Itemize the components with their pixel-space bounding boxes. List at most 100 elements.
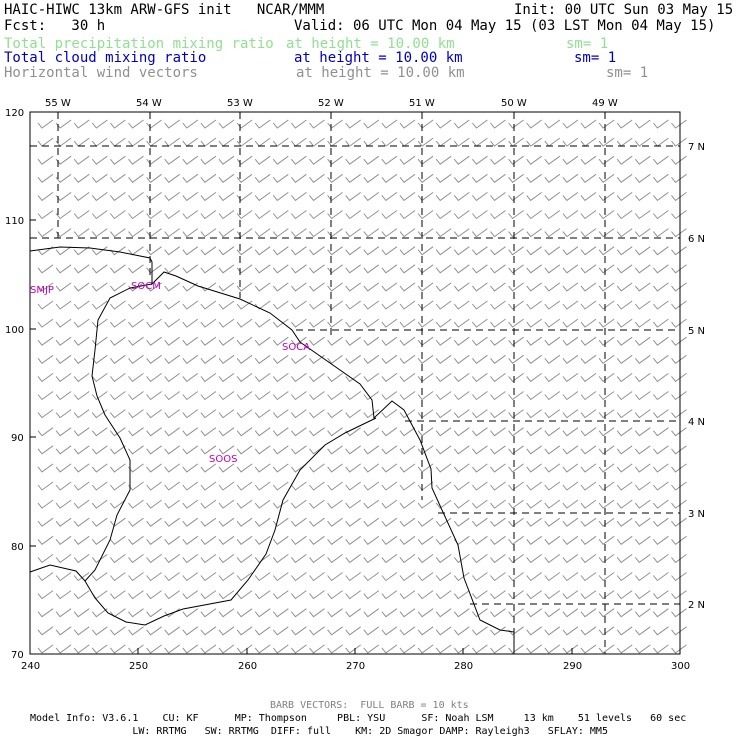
wind-barb xyxy=(254,463,271,473)
wind-barb xyxy=(182,155,199,165)
wind-barb xyxy=(291,228,307,238)
wind-barb xyxy=(634,264,651,274)
wind-barb xyxy=(73,246,90,256)
wind-barb xyxy=(110,228,126,238)
wind-barb xyxy=(128,463,144,473)
wind-barb xyxy=(236,318,253,328)
lat-label-2n: 2 N xyxy=(688,600,705,611)
wind-barb xyxy=(508,246,524,256)
wind-barb xyxy=(345,119,361,129)
wind-barb xyxy=(653,391,669,401)
wind-barb xyxy=(526,173,542,183)
wind-barb xyxy=(381,463,398,473)
wind-barb xyxy=(435,318,452,328)
wind-barb xyxy=(453,481,470,491)
wind-barb xyxy=(182,409,199,419)
wind-barb xyxy=(653,191,669,202)
wind-barb xyxy=(580,228,597,238)
wind-barb xyxy=(200,463,217,473)
wind-barb xyxy=(164,119,180,129)
wind-barb xyxy=(309,481,325,491)
wind-barb xyxy=(236,644,253,654)
wind-barb xyxy=(182,282,199,292)
wind-barb xyxy=(236,391,253,401)
wind-barb xyxy=(580,626,597,636)
wind-barb xyxy=(200,137,217,147)
wind-barb xyxy=(653,300,669,310)
wind-barb xyxy=(218,354,235,364)
wind-barb xyxy=(417,463,434,473)
wind-barb xyxy=(363,155,380,165)
wind-barb xyxy=(182,137,199,147)
wind-barb xyxy=(218,626,235,636)
wind-barb xyxy=(616,372,633,383)
wind-barb xyxy=(146,572,162,582)
wind-barb xyxy=(598,119,615,129)
wind-barb xyxy=(164,535,180,545)
wind-barb xyxy=(490,372,506,383)
wind-barb xyxy=(182,517,199,527)
wind-barb xyxy=(544,318,561,328)
wind-barb xyxy=(327,626,343,636)
wind-barb xyxy=(634,553,651,564)
wind-barb xyxy=(598,336,615,346)
wind-barb xyxy=(236,535,253,545)
wind-barb xyxy=(272,626,289,636)
wind-barb xyxy=(580,246,597,256)
wind-barb xyxy=(616,445,633,455)
wind-barb xyxy=(671,282,687,292)
wind-barb xyxy=(598,372,615,383)
wind-barb xyxy=(110,119,126,129)
wind-barb xyxy=(309,173,325,183)
wind-barb xyxy=(399,228,416,238)
wind-barb xyxy=(73,553,90,564)
wind-barb xyxy=(671,155,687,165)
wind-barb xyxy=(110,644,126,654)
wind-barb xyxy=(236,427,253,437)
wind-barb xyxy=(417,282,434,292)
wind-barb xyxy=(37,191,54,202)
wind-barb xyxy=(37,354,54,364)
wind-barb xyxy=(435,191,452,202)
wind-barb xyxy=(472,246,488,256)
wind-barb xyxy=(435,282,452,292)
wind-barb xyxy=(508,463,524,473)
wind-barb xyxy=(110,318,126,328)
wind-barb xyxy=(236,336,253,346)
wind-barb xyxy=(417,644,434,654)
wind-barb xyxy=(73,626,90,636)
wind-barb xyxy=(526,463,542,473)
wind-barb xyxy=(218,282,235,292)
wind-barb xyxy=(91,517,108,527)
wind-barb xyxy=(671,372,687,383)
wind-barb xyxy=(399,463,416,473)
wind-barb xyxy=(164,499,180,509)
wind-barb xyxy=(363,481,380,491)
wind-barb xyxy=(381,318,398,328)
wind-barb xyxy=(562,553,579,564)
wind-barb xyxy=(291,517,307,527)
wind-barb xyxy=(128,119,144,129)
wind-barb xyxy=(110,137,126,147)
wind-barb xyxy=(91,481,108,491)
wind-barb xyxy=(526,608,542,618)
wind-barb xyxy=(435,409,452,419)
wind-barb xyxy=(616,228,633,238)
wind-barb xyxy=(526,228,542,238)
wind-barb xyxy=(345,137,361,147)
wind-barb xyxy=(544,210,561,220)
wind-barb xyxy=(544,137,561,147)
wind-barb xyxy=(327,137,343,147)
wind-barb xyxy=(562,463,579,473)
wind-barb xyxy=(37,517,54,527)
wind-barb xyxy=(580,282,597,292)
wind-barb xyxy=(182,372,199,383)
wind-barb xyxy=(544,608,561,618)
wind-barb xyxy=(508,517,524,527)
wind-barb xyxy=(146,427,162,437)
wind-barb xyxy=(254,608,271,618)
wind-barb xyxy=(580,644,597,654)
wind-barb xyxy=(146,173,162,183)
wind-barb xyxy=(73,300,90,310)
wind-barb xyxy=(453,553,470,564)
